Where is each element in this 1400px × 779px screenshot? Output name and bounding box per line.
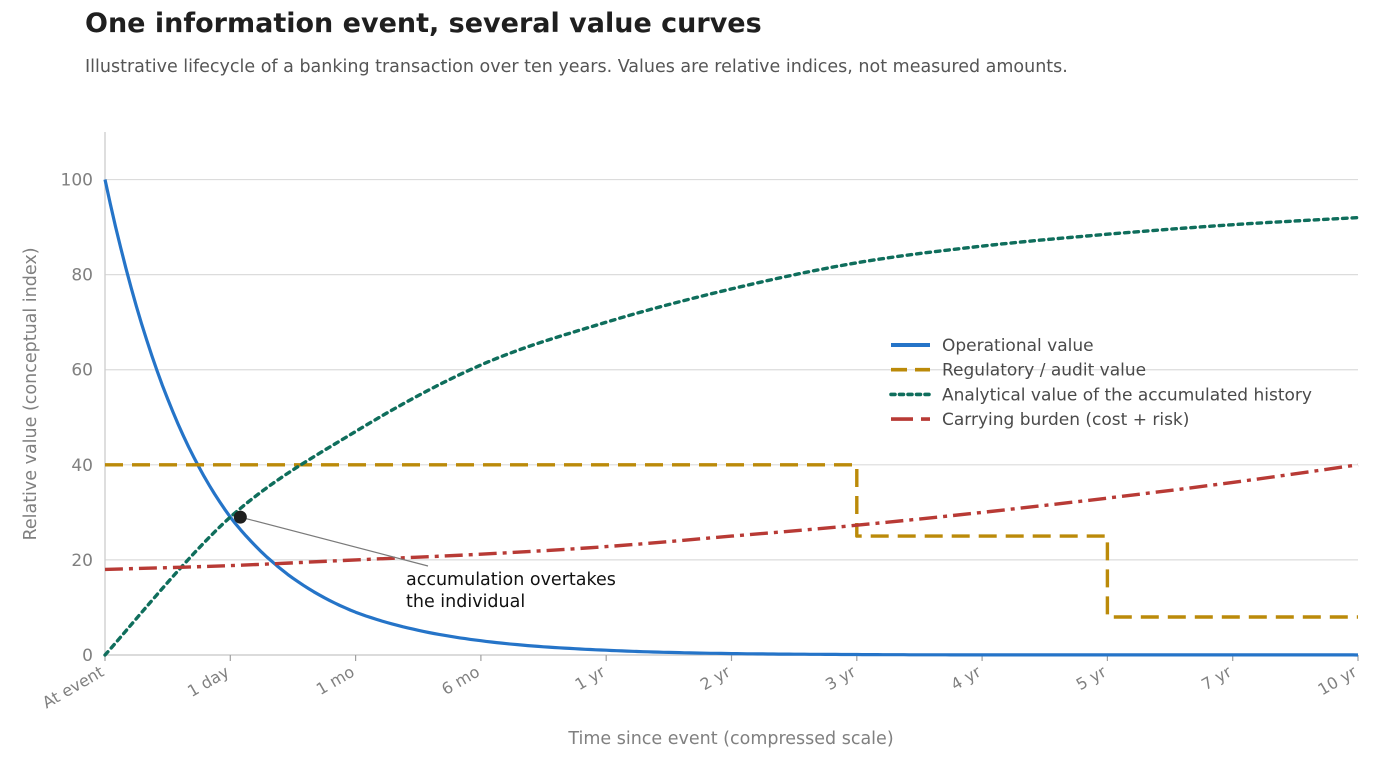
x-tick-label: 2 yr xyxy=(697,662,734,694)
y-tick-label: 60 xyxy=(71,361,93,381)
chart-title: One information event, several value cur… xyxy=(85,8,762,39)
annotation-text-line1: accumulation overtakes xyxy=(406,570,616,590)
y-tick-label: 20 xyxy=(71,551,93,571)
x-tick-label: 6 mo xyxy=(438,662,483,699)
series-line-analytical-value-of-the-accumulated-history xyxy=(103,215,1360,657)
legend-label: Analytical value of the accumulated hist… xyxy=(942,385,1312,405)
y-tick-label: 0 xyxy=(82,646,93,666)
y-axis-ticks: 0 20 40 60 80 100 xyxy=(61,171,93,666)
legend-label: Carrying burden (cost + risk) xyxy=(942,410,1189,430)
y-tick-label: 100 xyxy=(61,171,93,191)
y-tick-label: 40 xyxy=(71,456,93,476)
annotation-leader-line xyxy=(240,516,429,567)
x-tick-label: 1 mo xyxy=(313,662,358,699)
x-tick-label: 10 yr xyxy=(1315,662,1361,699)
x-tick-label: At event xyxy=(39,662,107,712)
x-axis-ticks: At event 1 day 1 mo 6 mo 1 yr 2 yr 3 yr 4 yr 5 y… xyxy=(39,655,1360,712)
legend-label: Operational value xyxy=(942,336,1094,356)
series-line-carrying-burden-cost-risk xyxy=(104,463,1359,572)
gridlines xyxy=(105,178,1358,561)
series-line-regulatory-audit-value xyxy=(105,463,1358,619)
x-tick-label: 1 day xyxy=(184,662,232,701)
y-axis-label: Relative value (conceptual index) xyxy=(21,247,41,540)
crossover-point-marker xyxy=(233,510,247,524)
x-tick-label: 4 yr xyxy=(947,662,984,694)
x-tick-label: 7 yr xyxy=(1198,662,1235,694)
x-tick-label: 3 yr xyxy=(822,662,859,694)
x-axis-label: Time since event (compressed scale) xyxy=(567,729,893,749)
legend: Operational value Regulatory / audit valu… xyxy=(889,336,1312,430)
x-tick-label: 1 yr xyxy=(572,662,609,694)
series-line-operational-value xyxy=(103,179,1359,657)
y-tick-label: 80 xyxy=(71,266,93,286)
legend-label: Regulatory / audit value xyxy=(942,361,1146,381)
x-tick-label: 5 yr xyxy=(1073,662,1110,694)
annotation-text-line2: the individual xyxy=(406,592,525,612)
chart-subtitle: Illustrative lifecycle of a banking tran… xyxy=(85,57,1068,77)
series-lines xyxy=(103,179,1360,657)
